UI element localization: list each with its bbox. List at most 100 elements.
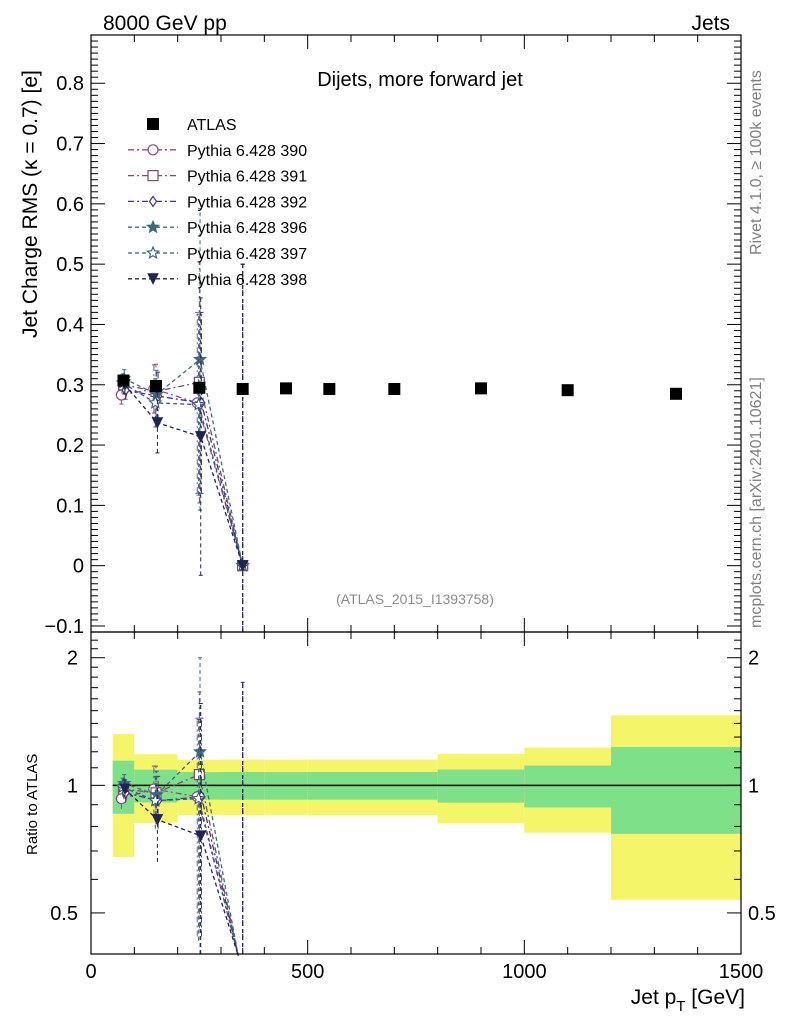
y-tick-label: 0.7: [56, 134, 84, 156]
legend-label: ATLAS: [187, 117, 237, 134]
ratio-point: [148, 793, 163, 807]
ratio-point: [119, 783, 131, 796]
ratio-line: [122, 786, 239, 957]
data-point: [236, 560, 249, 572]
legend-label: Pythia 6.428 396: [187, 220, 307, 237]
series-line: [122, 382, 244, 566]
legend-entry-atlas: ATLAS: [147, 117, 237, 134]
ratio-point: [151, 814, 164, 826]
ratio-band-green: [524, 765, 611, 808]
ratio-tick-label: 0.5: [50, 903, 78, 925]
data-point: [194, 431, 207, 443]
x-tick-label: 500: [291, 961, 324, 983]
y-tick-label: −0.1: [45, 616, 84, 638]
y-tick-label: 0.5: [56, 254, 84, 276]
ratio-line: [123, 773, 239, 957]
legend-marker: [145, 219, 161, 234]
header-left: 8000 GeV pp: [103, 12, 227, 35]
legend: ATLAS Pythia 6.428 390 Pythia 6.428 391 Pyt…: [128, 117, 307, 289]
x-tick-labels: 0 500 1000 1500: [85, 961, 763, 983]
mcplots-label: mcplots.cern.ch [arXiv:2401.10621]: [748, 377, 765, 628]
legend-label: Pythia 6.428 391: [187, 169, 307, 186]
series-line: [125, 389, 244, 566]
ratio-panel: 0.5 0.5 1 1 2 2 0 500 1000 1500: [50, 631, 776, 983]
legend-label: Pythia 6.428 397: [187, 246, 307, 263]
legend-marker: [148, 195, 158, 208]
series-line: [124, 384, 244, 566]
ratio-frame: [90, 631, 742, 955]
legend-entry-1: Pythia 6.428 390: [128, 143, 307, 160]
main-tick-labels: −0.1 0 0.1 0.2 0.3 0.4 0.5 0.6 0.7 0.8: [45, 73, 84, 638]
legend-entry-6: Pythia 6.428 398: [128, 272, 307, 289]
x-tick-label: 1500: [719, 961, 764, 983]
atlas-point: [280, 382, 292, 395]
legend-label: Pythia 6.428 398: [187, 272, 307, 289]
x-axis-label: Jet pT [GeV]: [631, 986, 745, 1015]
legend-entry-3: Pythia 6.428 392: [128, 194, 307, 211]
series-1: [115, 263, 249, 633]
ratio-ticks: [90, 631, 742, 955]
atlas-point: [150, 379, 162, 392]
atlas-data: [117, 374, 682, 400]
ratio-tick-label: 1: [748, 775, 759, 797]
ratio-tick-label: 1: [67, 775, 78, 797]
ratio-line: [125, 792, 239, 957]
header-right: Jets: [691, 12, 730, 35]
y-axis-label: Jet Charge RMS (κ = 0.7) [e]: [19, 70, 42, 338]
x-tick-label: 1000: [502, 961, 547, 983]
plot-title: Dijets, more forward jet: [317, 69, 523, 91]
ratio-band-green: [611, 746, 741, 834]
series-5: [115, 263, 250, 633]
x-axis-label-unit: [GeV]: [685, 986, 745, 1009]
x-tick-label: 0: [85, 961, 96, 983]
legend-entry-2: Pythia 6.428 391: [128, 169, 307, 186]
ratio-series: [115, 657, 245, 957]
atlas-point: [561, 384, 574, 397]
y-tick-label: 0.4: [56, 314, 84, 336]
rivet-label: Rivet 4.1.0, ≥ 100k events: [748, 70, 765, 255]
y-tick-label: 0.6: [56, 194, 84, 216]
legend-marker: [147, 170, 159, 182]
atlas-point: [475, 382, 487, 395]
series-line: [123, 381, 244, 566]
data-point: [149, 386, 164, 401]
y-tick-label: 0.1: [56, 495, 84, 517]
ratio-line: [123, 750, 239, 957]
atlas-point: [193, 381, 206, 394]
ratio-tick-labels: 0.5 0.5 1 1 2 2: [50, 648, 776, 925]
y-tick-label: 0.3: [56, 375, 84, 397]
ratio-point: [191, 791, 206, 805]
x-axis-label-main: Jet p: [631, 986, 677, 1009]
ratio-series-6: [119, 682, 244, 957]
legend-marker: [147, 118, 159, 130]
series-6: [119, 263, 249, 633]
y-tick-label: 0.8: [56, 73, 84, 95]
ratio-tick-label: 2: [748, 648, 759, 670]
legend-marker: [147, 273, 159, 285]
ratio-point: [194, 830, 207, 842]
atlas-point: [670, 387, 682, 400]
ratio-tick-label: 2: [67, 648, 78, 670]
y-tick-label: 0: [73, 556, 84, 578]
series-line: [123, 358, 244, 566]
y-tick-label: 0.2: [56, 435, 84, 457]
analysis-id: (ATLAS_2015_I1393758): [336, 591, 494, 607]
ratio-point: [192, 744, 208, 758]
legend-entry-5: Pythia 6.428 397: [128, 245, 307, 263]
legend-marker: [147, 144, 159, 156]
atlas-point: [388, 382, 401, 395]
legend-entry-4: Pythia 6.428 396: [128, 219, 307, 237]
atlas-point: [117, 374, 130, 387]
data-point: [151, 417, 164, 429]
legend-marker: [145, 245, 161, 260]
atlas-point: [323, 382, 336, 395]
data-point: [192, 351, 208, 366]
main-panel: −0.1 0 0.1 0.2 0.3 0.4 0.5 0.6 0.7 0.8 Dijets, mo…: [45, 34, 742, 638]
main-ticks: [90, 34, 742, 633]
data-point: [148, 395, 163, 409]
ratio-tick-label: 0.5: [748, 903, 776, 925]
ratio-y-axis-label: Ratio to ATLAS: [24, 754, 41, 855]
series-2: [117, 261, 249, 633]
series-3: [121, 263, 247, 633]
